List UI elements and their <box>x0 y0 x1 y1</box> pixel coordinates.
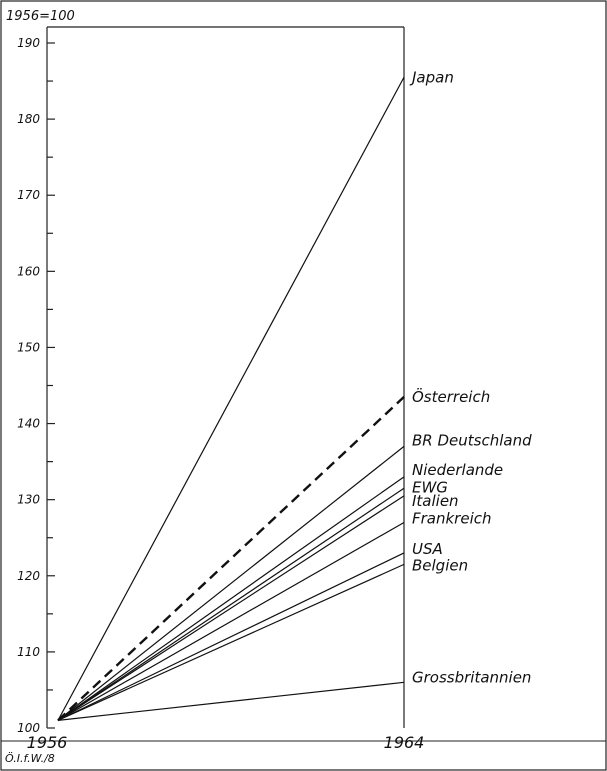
series-label: Italien <box>412 492 459 510</box>
y-tick-label: 140 <box>17 417 40 431</box>
series-label: Belgien <box>412 556 468 574</box>
series-label: BR Deutschland <box>412 431 532 449</box>
y-tick-label: 120 <box>17 569 40 583</box>
series-label: Grossbritannien <box>412 668 531 686</box>
series-label: Japan <box>409 68 454 86</box>
y-tick-label: 180 <box>17 112 40 126</box>
series-label: Österreich <box>412 387 490 406</box>
source-note: Ö.I.f.W./8 <box>5 752 55 765</box>
y-tick-label: 100 <box>17 721 40 735</box>
y-axis: 100 110 120 130 140 150 160 170 180 190 <box>17 36 55 735</box>
series-label: USA <box>412 540 443 558</box>
series-line <box>57 396 405 722</box>
x-tick-label: 1956 <box>27 733 68 752</box>
series-line <box>57 76 405 721</box>
index-base-label: 1956=100 <box>6 9 75 24</box>
series-label: Niederlande <box>412 461 503 479</box>
series-label: Frankreich <box>412 510 492 528</box>
y-tick-label: 170 <box>17 188 40 202</box>
y-tick-label: 130 <box>17 493 40 507</box>
x-axis: 1956 1964 <box>27 733 425 752</box>
y-tick-label: 160 <box>17 264 40 278</box>
series-line <box>57 487 405 721</box>
series-line <box>57 476 405 721</box>
series-line <box>57 563 405 721</box>
series-line <box>57 521 405 721</box>
series-line <box>57 552 405 721</box>
x-tick-label: 1964 <box>384 733 425 752</box>
series-label: EWG <box>412 478 448 496</box>
series-lines <box>57 76 405 722</box>
series-line <box>57 495 405 721</box>
series-line <box>57 445 405 721</box>
series-labels: Japan Österreich BR Deutschland Niederlande… <box>409 68 532 686</box>
y-tick-label: 150 <box>17 340 40 354</box>
y-tick-label: 190 <box>17 36 40 50</box>
y-tick-label: 110 <box>17 645 40 659</box>
series-line <box>57 681 405 721</box>
